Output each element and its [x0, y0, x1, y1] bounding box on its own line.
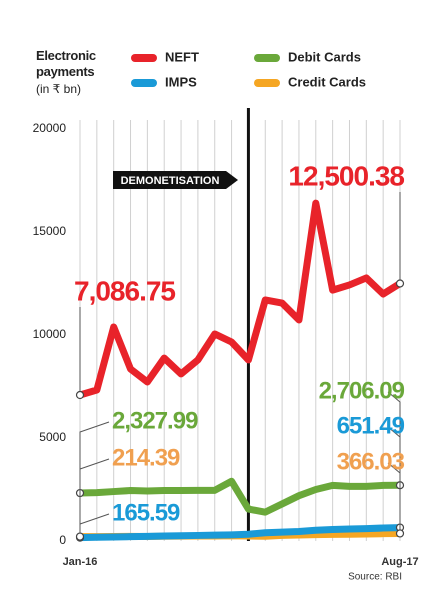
y-tick-label: 15000 — [33, 224, 67, 238]
value-label: 366.03 — [337, 448, 405, 475]
value-label: 214.39 — [112, 444, 180, 471]
series-line — [76, 199, 404, 399]
leader-line — [387, 426, 401, 528]
value-label: 165.59 — [112, 499, 180, 526]
legend-label: NEFT — [165, 49, 199, 64]
value-label: 7,086.75 — [74, 275, 175, 306]
leader-line — [387, 462, 401, 534]
x-tick-label: Jan-16 — [63, 556, 98, 568]
value-label: 2,327.99 — [112, 407, 198, 434]
legend-label: Credit Cards — [288, 74, 366, 89]
end-point — [75, 390, 85, 400]
annotation: DEMONETISATION — [121, 175, 220, 187]
legend-label: IMPS — [165, 74, 197, 89]
leader-line — [79, 458, 110, 537]
chart-title: Electronic payments — [36, 48, 96, 79]
y-tick-label: 5000 — [39, 430, 66, 444]
y-tick-label: 20000 — [33, 121, 67, 135]
chart-subtitle: (in ₹ bn) — [36, 82, 81, 96]
leader-line — [79, 421, 110, 494]
end-point — [395, 279, 405, 288]
end-point — [75, 532, 85, 541]
source: Source: RBI — [348, 572, 402, 583]
annotation-box — [113, 171, 238, 189]
value-label: 2,706.09 — [319, 377, 405, 404]
value-label: 12,500.38 — [288, 160, 404, 191]
y-tick-label: 10000 — [33, 327, 67, 341]
y-tick-label: 0 — [59, 533, 66, 547]
value-label: 651.49 — [337, 412, 405, 439]
series-line — [76, 524, 404, 542]
end-point — [395, 529, 405, 538]
series-line — [76, 477, 404, 516]
legend-label: Debit Cards — [288, 49, 361, 64]
x-tick-label: Aug-17 — [381, 556, 418, 568]
